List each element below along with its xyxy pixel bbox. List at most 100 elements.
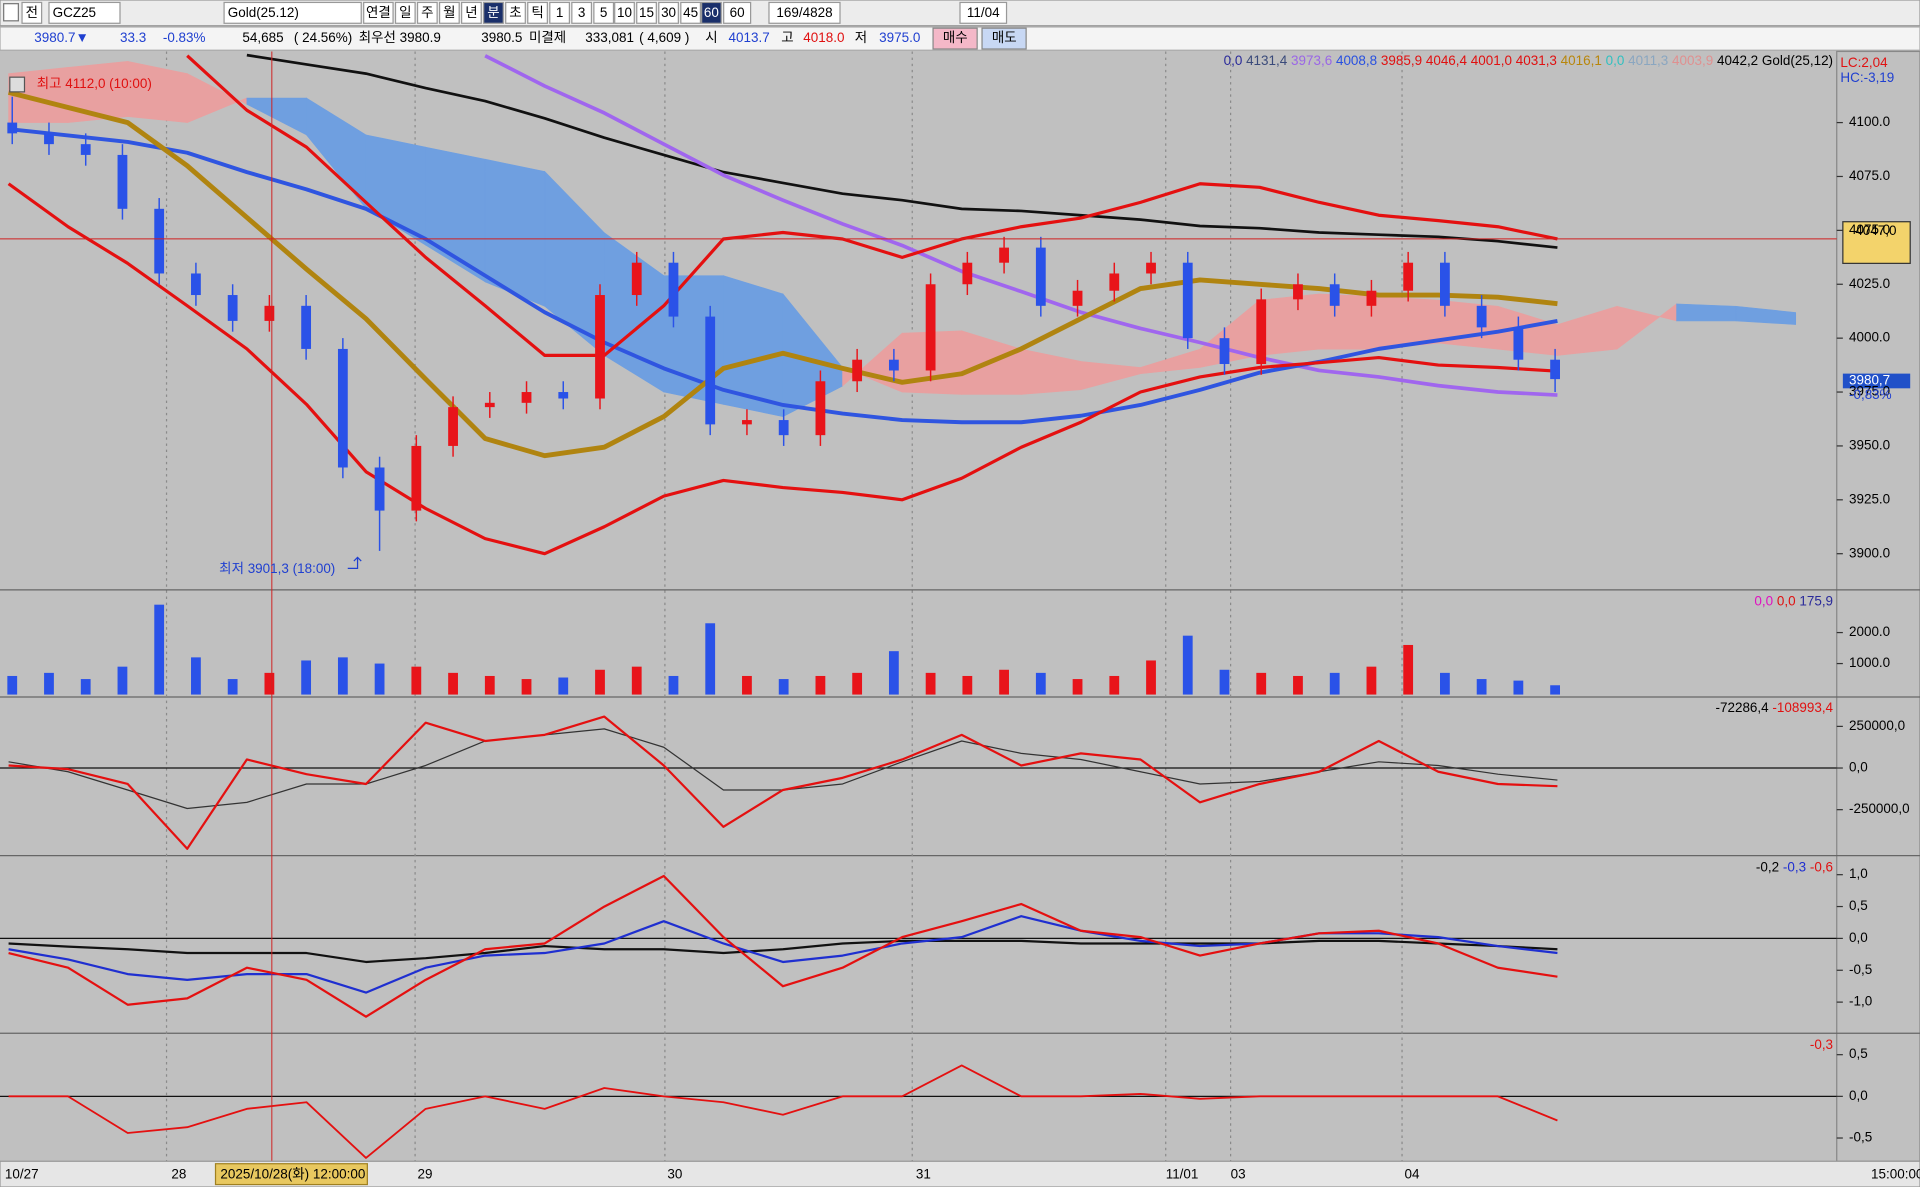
toolbar-button[interactable] — [505, 1, 526, 24]
info-value: 4018.0 — [803, 30, 844, 45]
toolbar-label: 11/04 — [967, 5, 1000, 20]
volume-bar — [631, 666, 642, 695]
y-tick-label: 4100.0 — [1849, 114, 1890, 129]
volume-bar — [191, 657, 201, 695]
toolbar-button[interactable] — [394, 1, 416, 24]
candle-body — [80, 144, 91, 155]
candle-body — [264, 305, 275, 321]
legend-item: -0,3 — [1810, 1036, 1833, 1051]
time-label: 30 — [667, 1166, 682, 1181]
volume-bar — [117, 666, 128, 695]
candle-body — [778, 420, 789, 436]
toolbar-button[interactable] — [959, 1, 1008, 24]
info-value: 고 — [781, 30, 793, 45]
toolbar-label: 3 — [578, 5, 585, 20]
volume-bar — [484, 675, 495, 695]
toolbar-button[interactable] — [680, 1, 702, 24]
toolbar-button[interactable] — [614, 1, 635, 24]
toolbar-label: 169/4828 — [776, 5, 832, 20]
volume-bar — [815, 675, 826, 695]
toolbar-button[interactable] — [768, 1, 841, 24]
y-tick-label: 3925.0 — [1849, 491, 1890, 506]
info-value: ( 4,609 ) — [639, 30, 689, 45]
toolbar-button[interactable] — [658, 1, 679, 24]
volume-bar — [154, 604, 165, 695]
candle-body — [1182, 262, 1193, 339]
volume-bar — [1293, 675, 1303, 695]
volume-bar — [1550, 685, 1560, 695]
legend-item: 4131,4 — [1246, 53, 1288, 68]
toolbar-button[interactable] — [593, 1, 615, 24]
y-tick-label: 4075.0 — [1849, 222, 1890, 237]
time-label: 15:00:00 — [1871, 1166, 1920, 1181]
y-tick-label: 3900.0 — [1849, 545, 1890, 560]
candle-body — [227, 295, 238, 321]
info-value: 매도 — [992, 30, 1017, 45]
candle-body — [411, 445, 422, 511]
volume-bar — [1403, 644, 1414, 695]
volume-bar — [1109, 675, 1120, 695]
volume-bar — [778, 679, 789, 695]
toolbar-button[interactable] — [21, 1, 43, 24]
panels — [0, 51, 1920, 1162]
legend-item: 0,0 — [1606, 53, 1625, 68]
volume-bar — [80, 679, 91, 695]
cloud-segment — [1437, 299, 1499, 350]
y-tick-label: 1000.0 — [1849, 655, 1890, 670]
candle-body — [852, 359, 863, 382]
volume-bar — [558, 677, 569, 695]
cloud-segment — [1735, 305, 1797, 325]
menu-icon[interactable] — [3, 3, 19, 22]
legend-item: -0,6 — [1810, 859, 1833, 874]
y-tick-label: 1,0 — [1849, 866, 1868, 881]
high-marker-icon — [9, 76, 26, 93]
volume-bar — [1476, 679, 1487, 695]
toolbar-button[interactable] — [363, 1, 394, 24]
toolbar-button[interactable] — [223, 1, 362, 24]
cursor-time-box — [214, 1163, 368, 1186]
toolbar-button[interactable] — [723, 1, 752, 24]
lc-label: LC:2,04 — [1840, 55, 1888, 70]
volume-bar — [1182, 635, 1193, 695]
info-value: 4013.7 — [729, 30, 770, 45]
candle-body — [815, 381, 826, 436]
toolbar-button[interactable] — [438, 1, 460, 24]
cursor-price-tag — [1842, 221, 1911, 264]
legend-item: 4046,4 — [1426, 53, 1468, 68]
toolbar-button[interactable] — [416, 1, 438, 24]
candle-body — [44, 133, 54, 145]
toolbar-button[interactable] — [549, 1, 570, 24]
order-button[interactable] — [981, 27, 1027, 50]
toolbar-label: 연결 — [366, 5, 391, 20]
indicator-line — [8, 715, 1558, 850]
candle-body — [1256, 299, 1267, 365]
volume-bar — [264, 672, 275, 695]
volume-bar — [925, 672, 936, 695]
volume-bar — [852, 672, 863, 695]
toolbar-button[interactable] — [701, 1, 722, 24]
legend-item: -72286,4 — [1715, 700, 1769, 715]
panel-legend: 0,0 4131,4 3973,6 4008,8 3985,9 4046,4 4… — [1224, 53, 1833, 68]
volume-bar — [595, 669, 605, 695]
toolbar-button[interactable] — [461, 1, 482, 24]
last-price: 3980,7 — [1849, 373, 1890, 388]
panel-4 — [8, 1064, 1558, 1159]
volume-bar — [1146, 660, 1156, 695]
candle-body — [925, 284, 936, 371]
toolbar-button[interactable] — [48, 1, 121, 24]
volume-bar — [999, 669, 1009, 695]
volume-bar — [7, 675, 18, 695]
toolbar-button[interactable] — [571, 1, 593, 24]
legend-item: 4031,3 — [1516, 53, 1557, 68]
panel-3 — [8, 874, 1558, 1018]
toolbar-button[interactable] — [527, 1, 548, 24]
y-tick-label: 3950.0 — [1849, 437, 1890, 452]
order-button[interactable] — [932, 27, 978, 50]
legend-item: 3973,6 — [1291, 53, 1332, 68]
toolbar-button[interactable] — [483, 1, 504, 24]
volume-bar — [1035, 672, 1046, 695]
toolbar-button[interactable] — [636, 1, 657, 24]
toolbar-label: 주 — [421, 5, 433, 20]
